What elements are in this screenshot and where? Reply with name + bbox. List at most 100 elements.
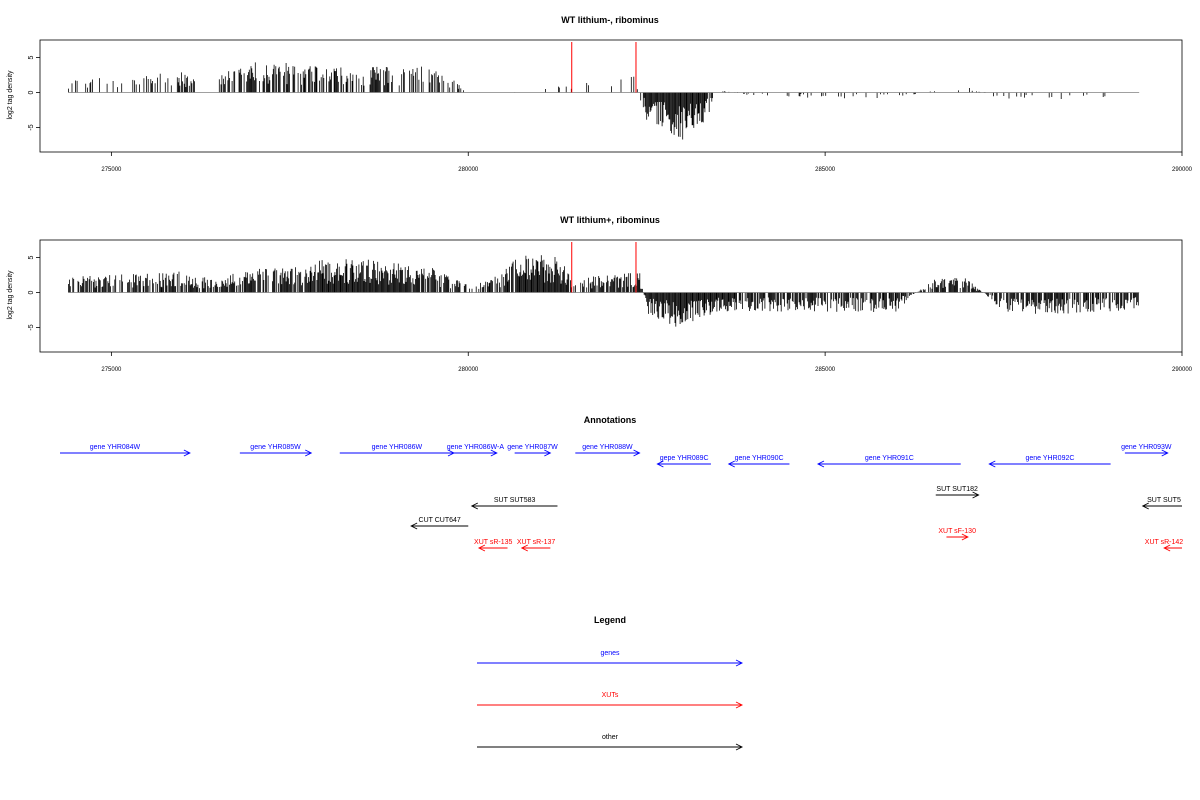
arrow-head [972,491,980,499]
legend-items: genes XUTs other [477,650,744,751]
y-axis: 5 0 -5 [28,55,40,131]
annotation-feature: XUT sR-137 [517,539,555,552]
x-tick-label: 275000 [101,367,122,373]
annotation-feature: gene YHR085W [239,444,313,457]
legend-label: other [602,734,619,741]
y-tick-label: -5 [28,324,35,330]
annotation-feature: gene YHR088W [575,444,641,457]
feature-label: XUT sR-137 [517,539,555,546]
arrow-head [1161,449,1169,457]
annotation-feature: gepe YHR089C [656,455,711,468]
signal-panel-lithium-minus: WT lithium-, ribominus log2 tag density … [7,15,1193,173]
annotation-feature: XUT sF-130 [938,528,976,541]
signal-bars [68,62,1106,140]
annotation-feature: gene YHR091C [816,455,961,468]
feature-label: gene YHR093W [1121,444,1172,451]
feature-label: CUT CUT647 [419,517,461,524]
y-tick-label: 5 [28,55,35,59]
arrow-head [1163,544,1171,552]
legend-title: Legend [594,615,626,625]
feature-label: XUT sR-142 [1145,539,1183,546]
x-tick-label: 290000 [1172,167,1193,173]
panel-title: WT lithium-, ribominus [561,15,659,25]
feature-label: SUT SUT182 [936,486,978,493]
feature-label: gene YHR085W [250,444,301,451]
feature-label: gene YHR084W [90,444,141,451]
legend-label: genes [600,650,620,657]
y-tick-label: -5 [28,124,35,130]
feature-label: gene YHR086W-A [447,444,505,451]
annotation-feature: gene YHR090C [727,455,790,468]
arrow-head [1141,502,1149,510]
signal-bars [68,255,1139,327]
highlight-markers [571,242,637,293]
arrow-head [305,449,313,457]
x-tick-label: 275000 [101,167,122,173]
y-axis: 5 0 -5 [28,255,40,331]
signal-panel-lithium-plus: WT lithium+, ribominus log2 tag density … [7,215,1193,373]
annotation-feature: gene YHR086W [339,444,455,457]
feature-label: gene YHR092C [1026,455,1075,462]
feature-label: SUT SUT5 [1147,497,1181,504]
annotation-feature: gene YHR086W-A [447,444,505,457]
highlight-markers [571,42,637,93]
arrow-head [816,460,825,468]
panel-title: WT lithium+, ribominus [560,215,660,225]
annotation-feature: gene YHR084W [60,444,191,457]
arrow-head [727,460,735,468]
annotation-features: gene YHR084W gene YHR085W gene YHR086W gene… [60,444,1183,552]
arrow-head [544,449,552,457]
plot-frame [39,239,1183,353]
x-axis: 275000 280000 285000 290000 [101,152,1193,173]
annotation-feature: SUT SUT5 [1141,497,1182,510]
y-axis-label: log2 tag density [7,70,14,120]
arrow-head [490,449,498,457]
arrow-head [470,502,479,510]
feature-label: gepe YHR089C [660,455,709,462]
arrow-head [410,522,418,530]
annotation-feature: SUT SUT583 [470,497,558,510]
annotation-feature: gene YHR092C [988,455,1111,468]
x-tick-label: 290000 [1172,367,1193,373]
arrow-head [633,449,641,457]
arrow-head [961,533,969,541]
feature-label: SUT SUT583 [494,497,536,504]
feature-label: XUT sF-130 [938,528,976,535]
annotations-track: Annotations gene YHR084W gene YHR085W gene… [60,415,1183,552]
legend: Legend genes XUTs other [477,615,744,751]
y-tick-label: 0 [28,290,35,294]
x-tick-label: 280000 [458,367,479,373]
arrow-head [520,544,528,552]
x-tick-label: 285000 [815,367,836,373]
annotation-feature: XUT sR-142 [1145,539,1183,552]
feature-label: gene YHR088W [582,444,633,451]
annotation-feature: gene YHR087W [507,444,558,457]
x-tick-label: 285000 [815,167,836,173]
arrow-head [988,460,996,468]
arrow-head [735,701,744,709]
annotation-feature: CUT CUT647 [410,517,469,530]
feature-label: gene YHR090C [735,455,784,462]
annotation-feature: gene YHR093W [1121,444,1172,457]
y-tick-label: 5 [28,255,35,259]
legend-item: genes [477,650,744,667]
feature-label: gene YHR086W [372,444,423,451]
feature-label: gene YHR091C [865,455,914,462]
legend-item: XUTs [477,692,744,709]
arrow-head [477,544,486,552]
arrow-head [656,460,664,468]
arrow-head [735,743,744,751]
y-axis-label: log2 tag density [7,270,14,320]
annotation-feature: SUT SUT182 [935,486,980,499]
y-tick-label: 0 [28,90,35,94]
legend-label: XUTs [602,692,619,699]
arrow-head [735,659,744,667]
feature-label: XUT sR-135 [474,539,512,546]
arrow-head [183,449,191,457]
legend-item: other [477,734,744,751]
feature-label: gene YHR087W [507,444,558,451]
x-tick-label: 280000 [458,167,479,173]
x-axis: 275000 280000 285000 290000 [101,352,1193,373]
annotations-title: Annotations [584,415,637,425]
